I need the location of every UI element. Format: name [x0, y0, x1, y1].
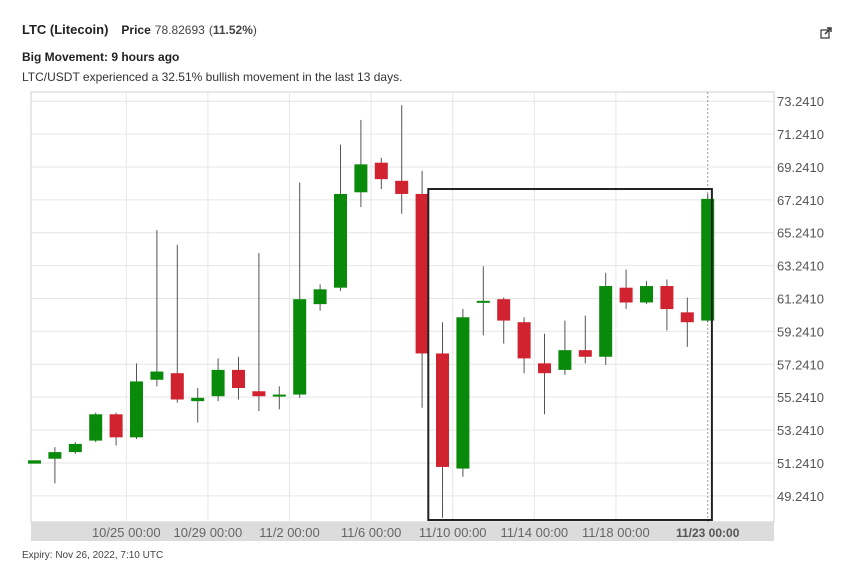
candle-body-up [211, 369, 225, 397]
candle-body-down [109, 414, 123, 438]
price-change-close: ) [252, 23, 257, 37]
candle-body-down [395, 180, 409, 194]
y-tick-label: 51.2410 [777, 456, 824, 471]
candle-body-down [680, 312, 694, 323]
x-axis-band [31, 522, 774, 541]
x-current-label: 11/23 00:00 [676, 526, 740, 540]
y-tick-label: 55.2410 [777, 390, 824, 405]
candle-body-down [415, 193, 429, 354]
movement-description: LTC/USDT experienced a 32.51% bullish mo… [22, 70, 403, 84]
candle-body-up [558, 350, 572, 370]
candle-body-up [28, 460, 41, 464]
candle-body-up [640, 286, 653, 303]
x-tick-label: 11/18 00:00 [582, 525, 650, 540]
x-tick-label: 11/10 00:00 [419, 525, 487, 540]
candle-body-down [170, 373, 184, 400]
candle-body-up [456, 317, 470, 469]
y-tick-label: 65.2410 [777, 226, 824, 241]
y-tick-label: 63.2410 [777, 259, 824, 274]
candle-body-down [619, 287, 633, 303]
external-link-icon[interactable] [818, 25, 834, 41]
candle-body-up [354, 164, 368, 193]
y-tick-label: 59.2410 [777, 324, 824, 339]
x-tick-label: 10/25 00:00 [92, 525, 161, 540]
coin-name: LTC (Litecoin) [22, 22, 109, 37]
price-change-pct: 11.52% [212, 23, 253, 37]
candle-body-up [476, 300, 490, 303]
x-tick-label: 10/29 00:00 [174, 525, 243, 540]
candle-body-up [272, 394, 286, 397]
price-change-open: ( [208, 23, 213, 37]
candle-body-down [660, 286, 674, 310]
price-label: Price [121, 23, 151, 37]
x-tick-label: 11/2 00:00 [259, 525, 319, 540]
y-tick-label: 57.2410 [777, 357, 824, 372]
candle-body-down [436, 353, 449, 467]
plot-area [30, 91, 775, 523]
header-row: LTC (Litecoin) Price 78.82693 (11.52%) [22, 22, 257, 40]
y-tick-label: 69.2410 [777, 160, 824, 175]
expiry-text: Expiry: Nov 26, 2022, 7:10 UTC [22, 550, 164, 561]
y-tick-label: 53.2410 [777, 423, 824, 438]
price-change: (11.52%) [209, 23, 257, 37]
candle-body-down [578, 350, 592, 357]
price-value: 78.82693 [154, 23, 205, 37]
y-tick-label: 73.2410 [777, 94, 824, 109]
candle-body-up [599, 286, 613, 357]
candle-body-down [252, 391, 266, 397]
y-tick-label: 71.2410 [777, 127, 824, 142]
candle-body-up [150, 371, 164, 380]
candle-body-up [701, 198, 715, 321]
movement-highlight-box [427, 188, 713, 521]
candle-body-up [191, 397, 205, 402]
candle-body-up [89, 414, 103, 441]
candle-body-down [517, 322, 531, 359]
candle-body-up [313, 289, 327, 305]
candle-body-down [232, 369, 245, 388]
candle-body-up [334, 193, 347, 288]
candle-body-up [293, 299, 307, 395]
external-link-icon-svg [820, 27, 832, 39]
y-tick-label: 61.2410 [777, 292, 824, 307]
candle-body-down [497, 299, 511, 321]
candle-body-down [374, 162, 388, 180]
x-tick-label: 11/14 00:00 [500, 525, 568, 540]
candle-body-up [48, 452, 62, 459]
candle-body-down [538, 363, 551, 374]
candle-body-up [68, 443, 82, 453]
candle-body-up [130, 381, 143, 438]
movement-title: Big Movement: 9 hours ago [22, 50, 180, 64]
y-tick-label: 67.2410 [777, 193, 824, 208]
x-tick-label: 11/6 00:00 [341, 525, 401, 540]
y-tick-label: 49.2410 [777, 489, 824, 504]
